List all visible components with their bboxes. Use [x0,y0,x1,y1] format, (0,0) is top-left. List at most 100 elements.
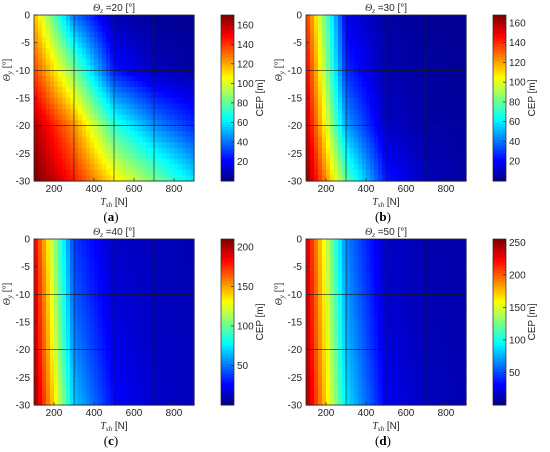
colorbar-step [221,100,234,104]
heatmap-cell [370,388,375,395]
heatmap-cell [322,272,327,279]
heatmap-cell [182,158,187,165]
heatmap-cell [362,125,367,132]
heatmap-cell [62,169,67,177]
heatmap-cell [154,360,159,367]
heatmap-cell [154,136,159,143]
heatmap-cell [66,26,71,33]
heatmap-cell [426,103,431,110]
heatmap-cell [346,360,351,367]
heatmap-cell [330,15,335,22]
heatmap-cell [450,70,455,77]
heatmap-cell [122,299,127,306]
heatmap-cell [86,299,91,306]
heatmap-cell [186,125,191,132]
heatmap-cell [182,283,187,290]
heatmap-cell [342,70,347,77]
heatmap-cell [118,283,123,290]
heatmap-cell [118,399,123,406]
heatmap-cell [370,244,375,251]
heatmap-cell [114,64,119,71]
heatmap-cell [62,250,67,257]
heatmap-cell [78,131,83,138]
heatmap-cell [398,81,403,88]
heatmap-cell [406,299,411,306]
heatmap-cell [98,75,103,82]
heatmap-cell [330,316,335,323]
heatmap-cell [354,86,359,94]
heatmap-cell [46,239,51,246]
heatmap-cell [98,299,103,306]
heatmap-cell [430,70,435,77]
heatmap-cell [318,169,323,177]
heatmap-cell [34,169,39,177]
heatmap-cell [422,153,427,160]
heatmap-cell [446,37,451,44]
colorbar-step [221,64,234,68]
heatmap-cell [114,92,119,99]
heatmap-cell [386,26,391,33]
heatmap-cell [406,399,411,406]
heatmap-cell [306,272,311,279]
heatmap-cell [318,15,323,22]
heatmap-cell [434,272,439,279]
heatmap-cell [122,114,127,121]
heatmap-cell [138,261,143,268]
heatmap-cell [42,98,47,105]
heatmap-cell [386,64,391,71]
heatmap-cell [170,86,175,94]
heatmap-cell [438,59,443,66]
heatmap-cell [166,136,171,143]
colorbar-step [493,108,506,112]
heatmap-cell [110,344,115,351]
heatmap-cell [154,48,159,55]
heatmap-cell [390,333,395,340]
heatmap-cell [98,53,103,60]
heatmap-cell [190,142,195,149]
heatmap-cell [442,81,447,88]
heatmap-cell [90,250,95,257]
heatmap-cell [350,15,355,22]
heatmap-cell [186,98,191,105]
heatmap-cell [442,37,447,44]
heatmap-cell [62,20,67,27]
heatmap-cell [78,305,83,312]
heatmap-cell [78,136,83,143]
heatmap-cell [142,86,147,94]
heatmap-cell [458,53,463,60]
heatmap-cell [190,261,195,268]
heatmap-cell [70,31,75,38]
heatmap-cell [374,360,379,367]
heatmap-cell [182,261,187,268]
heatmap-cell [370,48,375,55]
heatmap-cell [166,70,171,77]
heatmap-cell [110,261,115,268]
heatmap-cell [458,131,463,138]
heatmap-cell [386,42,391,49]
heatmap-cell [74,98,79,105]
heatmap-cell [326,164,331,171]
heatmap-cell [142,333,147,340]
heatmap-cell [62,255,67,262]
heatmap-cell [314,147,319,154]
heatmap-cell [58,250,63,257]
heatmap-cell [362,239,367,246]
heatmap-cell [450,147,455,154]
heatmap-cell [438,283,443,290]
heatmap-cell [342,59,347,66]
heatmap-cell [142,371,147,378]
heatmap-cell [314,277,319,284]
heatmap-cell [314,283,319,290]
heatmap-cell [146,31,151,38]
heatmap-cell [114,338,119,345]
heatmap-cell [78,322,83,329]
heatmap-cell [54,92,59,99]
colorbar-tick-label: 100 [509,78,526,89]
heatmap-cell [162,75,167,82]
heatmap-cell [190,244,195,251]
heatmap-cell [438,299,443,306]
heatmap-cell [174,153,179,160]
heatmap-cell [178,20,183,27]
heatmap-cell [162,169,167,177]
heatmap-cell [398,360,403,367]
